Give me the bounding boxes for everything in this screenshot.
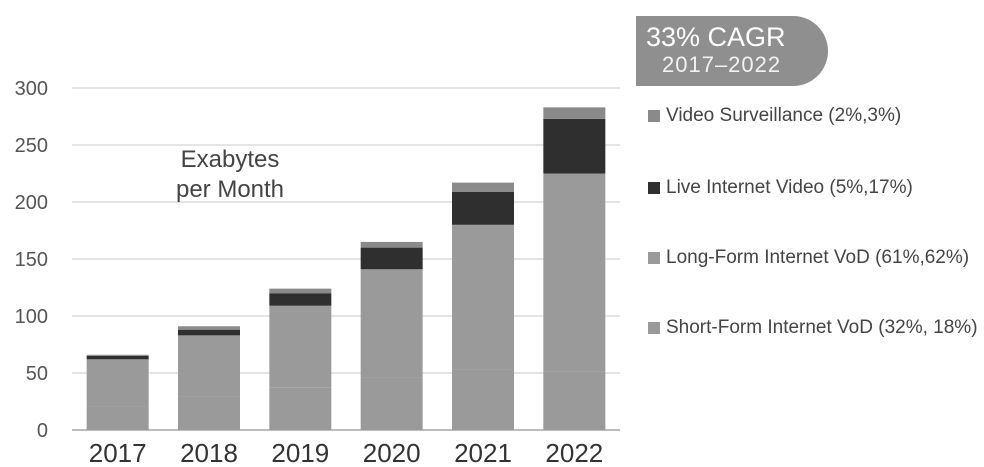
bar-2018-series-2 bbox=[178, 329, 240, 336]
bar-2019-series-2 bbox=[269, 293, 332, 306]
legend-swatch bbox=[648, 110, 660, 122]
unit-label-line-1: Exabytes bbox=[181, 146, 280, 173]
gridlines bbox=[72, 87, 620, 431]
x-axis-ticks: 2017 2018 2019 2020 2021 2022 bbox=[89, 438, 604, 467]
y-tick-label: 100 bbox=[15, 306, 48, 328]
cagr-period: 2017–2022 bbox=[662, 52, 782, 77]
y-tick-label: 150 bbox=[15, 249, 48, 271]
y-tick-label: 250 bbox=[15, 135, 48, 157]
legend-swatch bbox=[648, 252, 660, 264]
bar-2020-series-2 bbox=[360, 247, 423, 270]
bar-2020-series-1 bbox=[360, 269, 423, 378]
legend-label: Short-Form Internet VoD (32%, 18%) bbox=[666, 317, 978, 338]
x-tick-label: 2019 bbox=[271, 438, 329, 467]
bar-2019-series-3 bbox=[269, 288, 332, 294]
y-tick-label: 200 bbox=[15, 192, 48, 214]
bar-2017-series-2 bbox=[86, 355, 149, 360]
bar-2022-series-3 bbox=[543, 107, 606, 119]
x-tick-label: 2017 bbox=[89, 438, 147, 467]
bar-2018-series-1 bbox=[178, 335, 240, 397]
bar-2018-series-0 bbox=[178, 396, 240, 430]
y-axis-ticks: 0 50 100 150 200 250 300 bbox=[15, 78, 48, 442]
bar-2019-series-1 bbox=[269, 305, 332, 388]
legend-item: Video Surveillance (2%,3%) bbox=[648, 104, 982, 128]
y-tick-label: 0 bbox=[37, 420, 48, 442]
legend-swatch bbox=[648, 182, 660, 194]
bar-2017-series-1 bbox=[86, 359, 149, 407]
legend-label: Video Surveillance (2%,3%) bbox=[666, 105, 902, 126]
y-tick-label: 50 bbox=[26, 363, 48, 385]
legend-swatch bbox=[648, 322, 660, 334]
legend-item: Live Internet Video (5%,17%) bbox=[648, 176, 982, 200]
x-tick-label: 2018 bbox=[180, 438, 238, 467]
bar-2022-series-0 bbox=[543, 371, 606, 430]
bar-2021-series-1 bbox=[452, 224, 514, 370]
x-tick-label: 2022 bbox=[545, 438, 603, 467]
legend-label: Long-Form Internet VoD (61%,62%) bbox=[666, 247, 970, 268]
x-tick-label: 2020 bbox=[363, 438, 421, 467]
cagr-badge: 33% CAGR 2017–2022 bbox=[636, 16, 828, 86]
unit-label-line-2: per Month bbox=[176, 176, 284, 203]
cagr-title: 33% CAGR bbox=[646, 22, 786, 52]
bar-2021-series-0 bbox=[452, 369, 514, 430]
x-tick-label: 2021 bbox=[454, 438, 512, 467]
bar-2019-series-0 bbox=[269, 387, 332, 430]
bar-2020-series-0 bbox=[360, 377, 423, 430]
legend-label: Live Internet Video (5%,17%) bbox=[666, 177, 913, 198]
bar-2017-series-0 bbox=[86, 406, 149, 430]
bar-2018-series-3 bbox=[178, 326, 240, 330]
legend-item: Short-Form Internet VoD (32%, 18%) bbox=[648, 316, 982, 340]
bar-2021-series-3 bbox=[452, 182, 514, 192]
bars bbox=[86, 107, 606, 430]
bar-2022-series-1 bbox=[543, 173, 606, 372]
bar-2017-series-3 bbox=[86, 354, 149, 356]
bar-2020-series-3 bbox=[360, 241, 423, 248]
bar-2022-series-2 bbox=[543, 118, 606, 174]
y-tick-label: 300 bbox=[15, 78, 48, 100]
bar-2021-series-2 bbox=[452, 191, 514, 225]
legend-item: Long-Form Internet VoD (61%,62%) bbox=[648, 246, 982, 270]
